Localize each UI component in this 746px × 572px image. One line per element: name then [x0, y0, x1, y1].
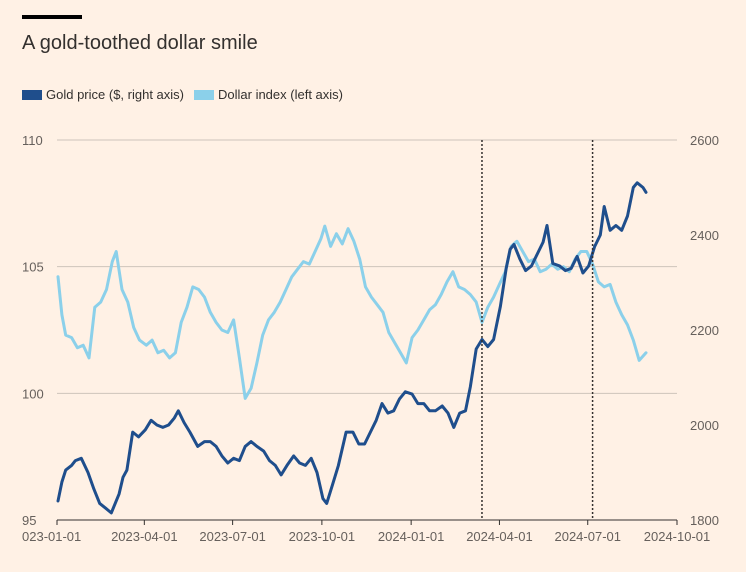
left-tick-label: 95: [22, 513, 36, 528]
right-tick-label: 2200: [690, 323, 719, 338]
chart-title: A gold-toothed dollar smile: [22, 32, 258, 54]
left-tick-label: 110: [22, 133, 43, 148]
x-tick-label: 2024-10-01: [644, 529, 711, 544]
dollar-index-line: [56, 224, 648, 400]
legend-item-dollar: Dollar index (left axis): [194, 87, 343, 102]
right-tick-label: 1800: [690, 513, 719, 528]
right-tick-label: 2600: [690, 133, 719, 148]
x-tick-label: 2023-10-01: [289, 529, 356, 544]
legend: Gold price ($, right axis) Dollar index …: [22, 87, 353, 102]
right-tick-label: 2000: [690, 418, 719, 433]
left-tick-label: 105: [22, 260, 44, 275]
legend-label-dollar: Dollar index (left axis): [218, 87, 343, 102]
left-tick-label: 100: [22, 386, 44, 401]
x-tick-label: 2024-01-01: [378, 529, 445, 544]
right-tick-label: 2400: [690, 228, 719, 243]
legend-item-gold: Gold price ($, right axis): [22, 87, 184, 102]
top-rule: [22, 15, 82, 19]
x-tick-label: 2023-04-01: [111, 529, 178, 544]
x-tick-label: 023-01-01: [22, 529, 81, 544]
legend-label-gold: Gold price ($, right axis): [46, 87, 184, 102]
x-tick-label: 2024-07-01: [554, 529, 621, 544]
x-tick-label: 2024-04-01: [466, 529, 533, 544]
x-tick-label: 2023-07-01: [199, 529, 266, 544]
gold-price-line: [56, 181, 648, 515]
dollar-swatch: [194, 89, 214, 100]
gold-swatch: [22, 89, 42, 100]
